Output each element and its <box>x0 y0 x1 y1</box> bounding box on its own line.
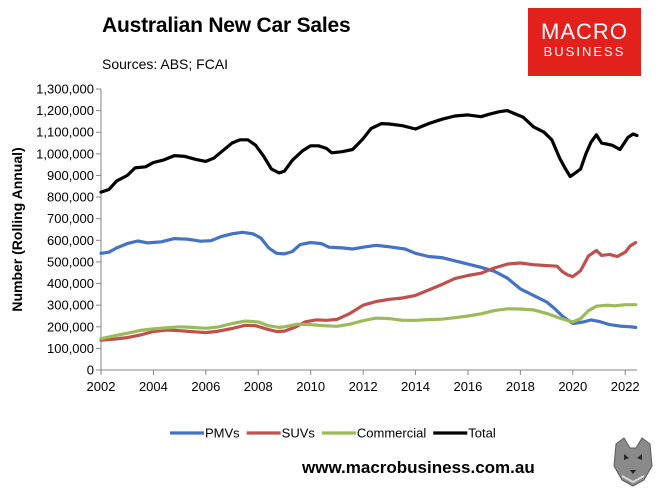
legend-label-suvs: SUVs <box>282 426 316 441</box>
y-axis-label: Number (Rolling Annual) <box>9 147 25 311</box>
chart-title: Australian New Car Sales <box>102 14 351 37</box>
x-tick-label: 2016 <box>453 379 482 394</box>
x-tick-label: 2014 <box>401 379 430 394</box>
x-tick-label: 2006 <box>191 379 220 394</box>
y-tick-label: 400,000 <box>47 276 94 291</box>
x-tick-label: 2004 <box>139 379 168 394</box>
series-line-total <box>99 108 639 194</box>
y-tick-label: 1,100,000 <box>36 125 94 140</box>
website-url[interactable]: www.macrobusiness.com.au <box>302 458 535 477</box>
y-tick-label: 100,000 <box>47 341 94 356</box>
y-tick-label: 1,000,000 <box>36 146 94 161</box>
legend-label-pmvs: PMVs <box>205 426 240 441</box>
series-line-suvs <box>99 240 638 342</box>
y-tick-label: 900,000 <box>47 168 94 183</box>
x-tick-label: 2018 <box>506 379 535 394</box>
x-tick-label: 2012 <box>349 379 378 394</box>
series-line-commercial <box>99 303 638 341</box>
chart-subtitle: Sources: ABS; FCAI <box>102 56 229 72</box>
wolf-mascot-icon <box>613 437 653 487</box>
y-tick-label: 700,000 <box>47 211 94 226</box>
x-tick-label: 2010 <box>296 379 325 394</box>
macrobusiness-logo: MACRO BUSINESS <box>528 8 641 76</box>
y-tick-label: 0 <box>87 363 94 378</box>
x-tick-label: 2020 <box>558 379 587 394</box>
y-tick-label: 1,200,000 <box>36 103 94 118</box>
x-tick-label: 2022 <box>611 379 640 394</box>
y-tick-label: 500,000 <box>47 254 94 269</box>
y-tick-label: 300,000 <box>47 298 94 313</box>
series-line-pmvs <box>99 230 638 329</box>
y-tick-label: 600,000 <box>47 233 94 248</box>
y-tick-label: 200,000 <box>47 319 94 334</box>
x-tick-label: 2008 <box>244 379 273 394</box>
x-tick-label: 2002 <box>87 379 116 394</box>
legend-label-commercial: Commercial <box>357 426 426 441</box>
y-tick-label: 1,300,000 <box>36 82 94 97</box>
legend-label-total: Total <box>468 426 496 441</box>
logo-line1: MACRO <box>541 19 628 44</box>
logo-line2: BUSINESS <box>543 44 626 59</box>
y-tick-label: 800,000 <box>47 190 94 205</box>
